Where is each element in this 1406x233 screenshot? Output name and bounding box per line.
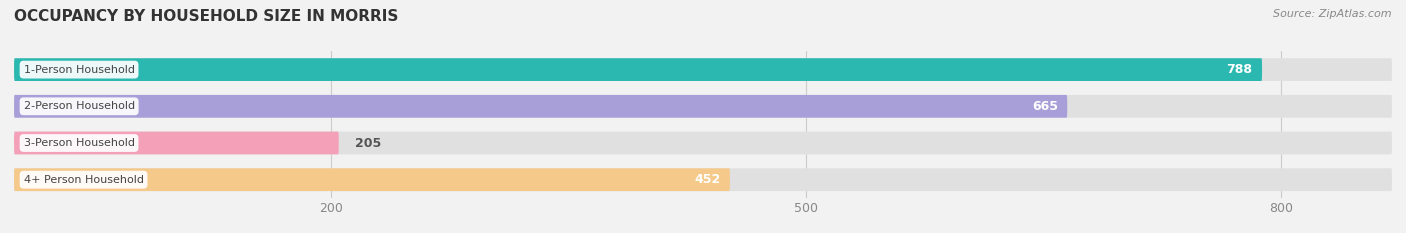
Text: 2-Person Household: 2-Person Household: [24, 101, 135, 111]
FancyBboxPatch shape: [14, 95, 1392, 118]
FancyBboxPatch shape: [14, 132, 339, 154]
Text: 1-Person Household: 1-Person Household: [24, 65, 135, 75]
FancyBboxPatch shape: [14, 168, 1392, 191]
Text: 452: 452: [695, 173, 720, 186]
FancyBboxPatch shape: [14, 132, 1392, 154]
Text: 3-Person Household: 3-Person Household: [24, 138, 135, 148]
FancyBboxPatch shape: [14, 95, 1067, 118]
Text: 788: 788: [1226, 63, 1253, 76]
Text: 4+ Person Household: 4+ Person Household: [24, 175, 143, 185]
Text: 205: 205: [354, 137, 381, 150]
FancyBboxPatch shape: [14, 58, 1263, 81]
Text: Source: ZipAtlas.com: Source: ZipAtlas.com: [1274, 9, 1392, 19]
FancyBboxPatch shape: [14, 168, 730, 191]
Text: 665: 665: [1032, 100, 1057, 113]
Text: OCCUPANCY BY HOUSEHOLD SIZE IN MORRIS: OCCUPANCY BY HOUSEHOLD SIZE IN MORRIS: [14, 9, 398, 24]
FancyBboxPatch shape: [14, 58, 1392, 81]
